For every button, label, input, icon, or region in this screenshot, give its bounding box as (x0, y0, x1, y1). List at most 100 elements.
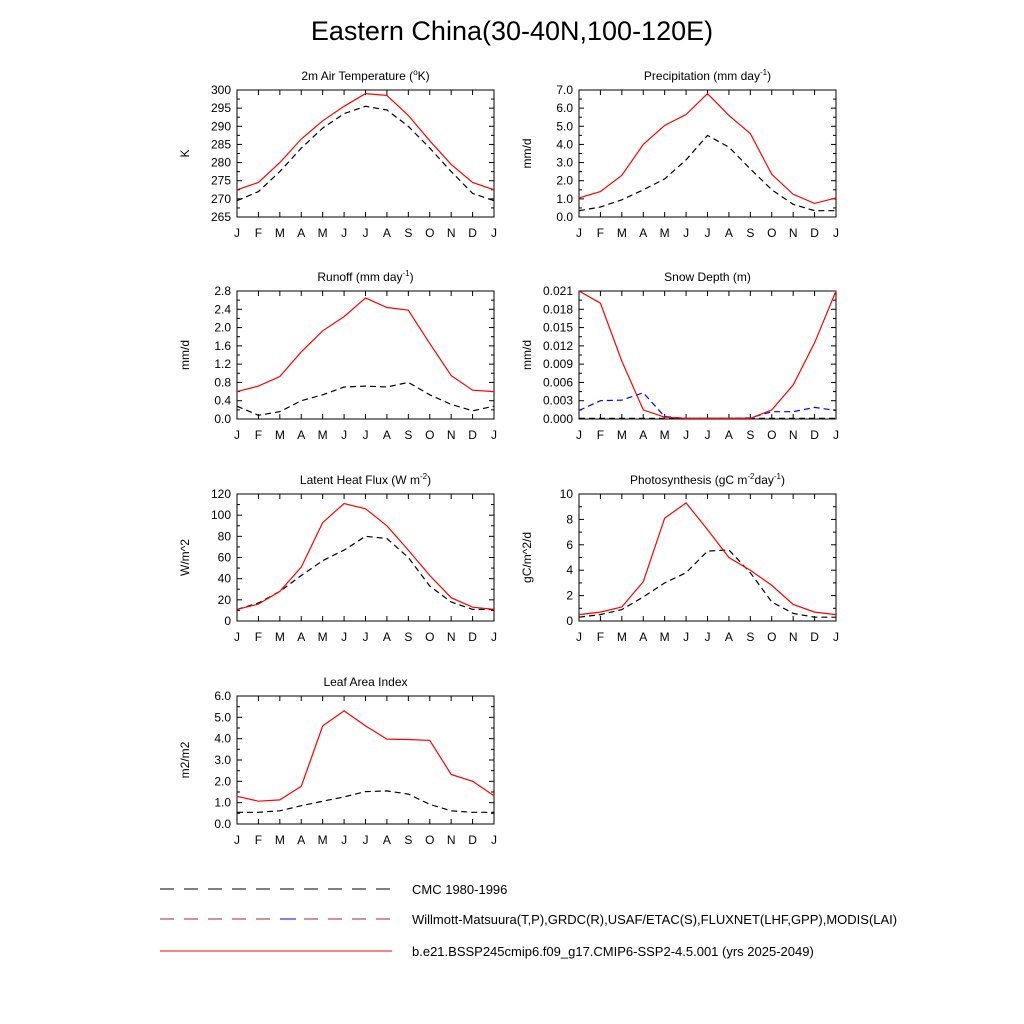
x-tick-label: D (468, 630, 477, 644)
x-tick-label: J (491, 833, 497, 847)
x-tick-label: M (660, 630, 670, 644)
x-tick-label: J (491, 630, 497, 644)
y-tick-label: 275 (211, 174, 231, 188)
x-tick-label: F (255, 630, 262, 644)
y-tick-label: 4 (566, 563, 573, 577)
x-tick-label: J (491, 226, 497, 240)
x-tick-label: F (255, 226, 262, 240)
y-tick-label: 0.8 (214, 375, 231, 389)
x-tick-label: J (683, 428, 689, 442)
y-tick-label: 1.0 (214, 796, 231, 810)
y-tick-label: 280 (211, 156, 231, 170)
y-tick-label: 0.006 (543, 375, 573, 389)
x-tick-label: J (576, 630, 582, 644)
y-tick-label: 4.0 (214, 732, 231, 746)
x-tick-label: S (404, 226, 412, 240)
y-axis-label: mm/d (178, 340, 192, 370)
x-tick-label: A (297, 226, 305, 240)
y-tick-label: 0.009 (543, 357, 573, 371)
x-tick-label: J (341, 630, 347, 644)
y-tick-label: 300 (211, 83, 231, 97)
x-tick-label: N (789, 630, 798, 644)
x-tick-label: J (705, 630, 711, 644)
x-tick-label: A (639, 428, 647, 442)
x-tick-label: J (341, 833, 347, 847)
legend-label: Willmott-Matsuura(T,P),GRDC(R),USAF/ETAC… (412, 912, 897, 927)
y-tick-label: 4.0 (556, 137, 573, 151)
y-tick-label: 265 (211, 210, 231, 224)
series-line-cmc (578, 134, 836, 212)
x-tick-label: J (491, 428, 497, 442)
x-tick-label: M (275, 833, 285, 847)
x-tick-label: A (297, 630, 305, 644)
x-tick-label: J (683, 226, 689, 240)
x-tick-label: F (597, 226, 604, 240)
y-tick-label: 20 (218, 593, 232, 607)
y-axis-label: W/m^2 (178, 539, 192, 576)
y-tick-label: 10 (560, 487, 574, 501)
x-tick-label: S (404, 833, 412, 847)
x-tick-label: A (297, 428, 305, 442)
chart-panel-1: 2m Air Temperature (oK) 265 270 275 280 285 29… (178, 68, 497, 240)
y-tick-label: 0.003 (543, 394, 573, 408)
y-tick-label: 7.0 (556, 83, 573, 97)
x-tick-label: A (383, 226, 391, 240)
y-tick-label: 0.0 (214, 817, 231, 831)
y-tick-label: 100 (211, 508, 231, 522)
x-tick-label: J (576, 226, 582, 240)
legend-entry-2: Willmott-Matsuura(T,P),GRDC(R),USAF/ETAC… (160, 912, 897, 927)
x-tick-label: S (404, 428, 412, 442)
x-tick-label: M (275, 226, 285, 240)
y-tick-label: 3.0 (556, 156, 573, 170)
y-tick-label: 60 (218, 551, 232, 565)
x-tick-label: M (318, 428, 328, 442)
series-line-cmc (237, 790, 494, 813)
y-tick-label: 5.0 (556, 119, 573, 133)
plot-frame (236, 493, 495, 622)
x-tick-label: A (383, 428, 391, 442)
y-tick-label: 0.0 (214, 412, 231, 426)
y-axis-label: K (178, 149, 192, 157)
x-tick-label: J (234, 226, 240, 240)
series-line-cmc (236, 535, 494, 611)
chart-panel-2: Precipitation (mm day-1) 0.0 1.0 2.0 3.0 4.0 5… (520, 68, 839, 240)
x-tick-label: M (275, 428, 285, 442)
x-tick-label: N (447, 226, 456, 240)
x-tick-label: O (425, 428, 434, 442)
x-tick-label: D (810, 630, 819, 644)
x-tick-label: F (597, 428, 604, 442)
y-tick-label: 2.0 (214, 774, 231, 788)
y-tick-label: 80 (218, 529, 232, 543)
series-line-cmc (236, 381, 495, 416)
series-line-model (236, 710, 495, 802)
y-tick-label: 0.000 (543, 412, 573, 426)
panel-title: Photosynthesis (gC m-2day-1) (630, 472, 785, 487)
y-tick-label: 0.018 (543, 302, 573, 316)
x-tick-label: J (234, 428, 240, 442)
series-line-model (578, 92, 837, 205)
x-tick-label: O (767, 630, 776, 644)
plot-frame (578, 89, 837, 218)
x-tick-label: J (234, 833, 240, 847)
x-tick-label: D (810, 428, 819, 442)
x-tick-label: J (683, 630, 689, 644)
chart-panel-3: Runoff (mm day-1) 0.0 0.4 0.8 1.2 1.6 2.0 2.4 2.… (178, 269, 497, 442)
y-tick-label: 290 (211, 119, 231, 133)
y-tick-label: 285 (211, 137, 231, 151)
x-tick-label: S (404, 630, 412, 644)
y-axis-label: m2/m2 (178, 741, 192, 778)
panel-title: Precipitation (mm day-1) (644, 68, 771, 83)
x-tick-label: M (318, 226, 328, 240)
x-tick-label: A (383, 833, 391, 847)
x-tick-label: A (639, 630, 647, 644)
x-tick-label: J (363, 833, 369, 847)
x-tick-label: S (746, 630, 754, 644)
x-tick-label: M (318, 630, 328, 644)
series-line-model (578, 502, 837, 616)
x-tick-label: F (597, 630, 604, 644)
x-tick-label: J (363, 428, 369, 442)
x-tick-label: O (425, 630, 434, 644)
plot-frame (578, 493, 837, 622)
